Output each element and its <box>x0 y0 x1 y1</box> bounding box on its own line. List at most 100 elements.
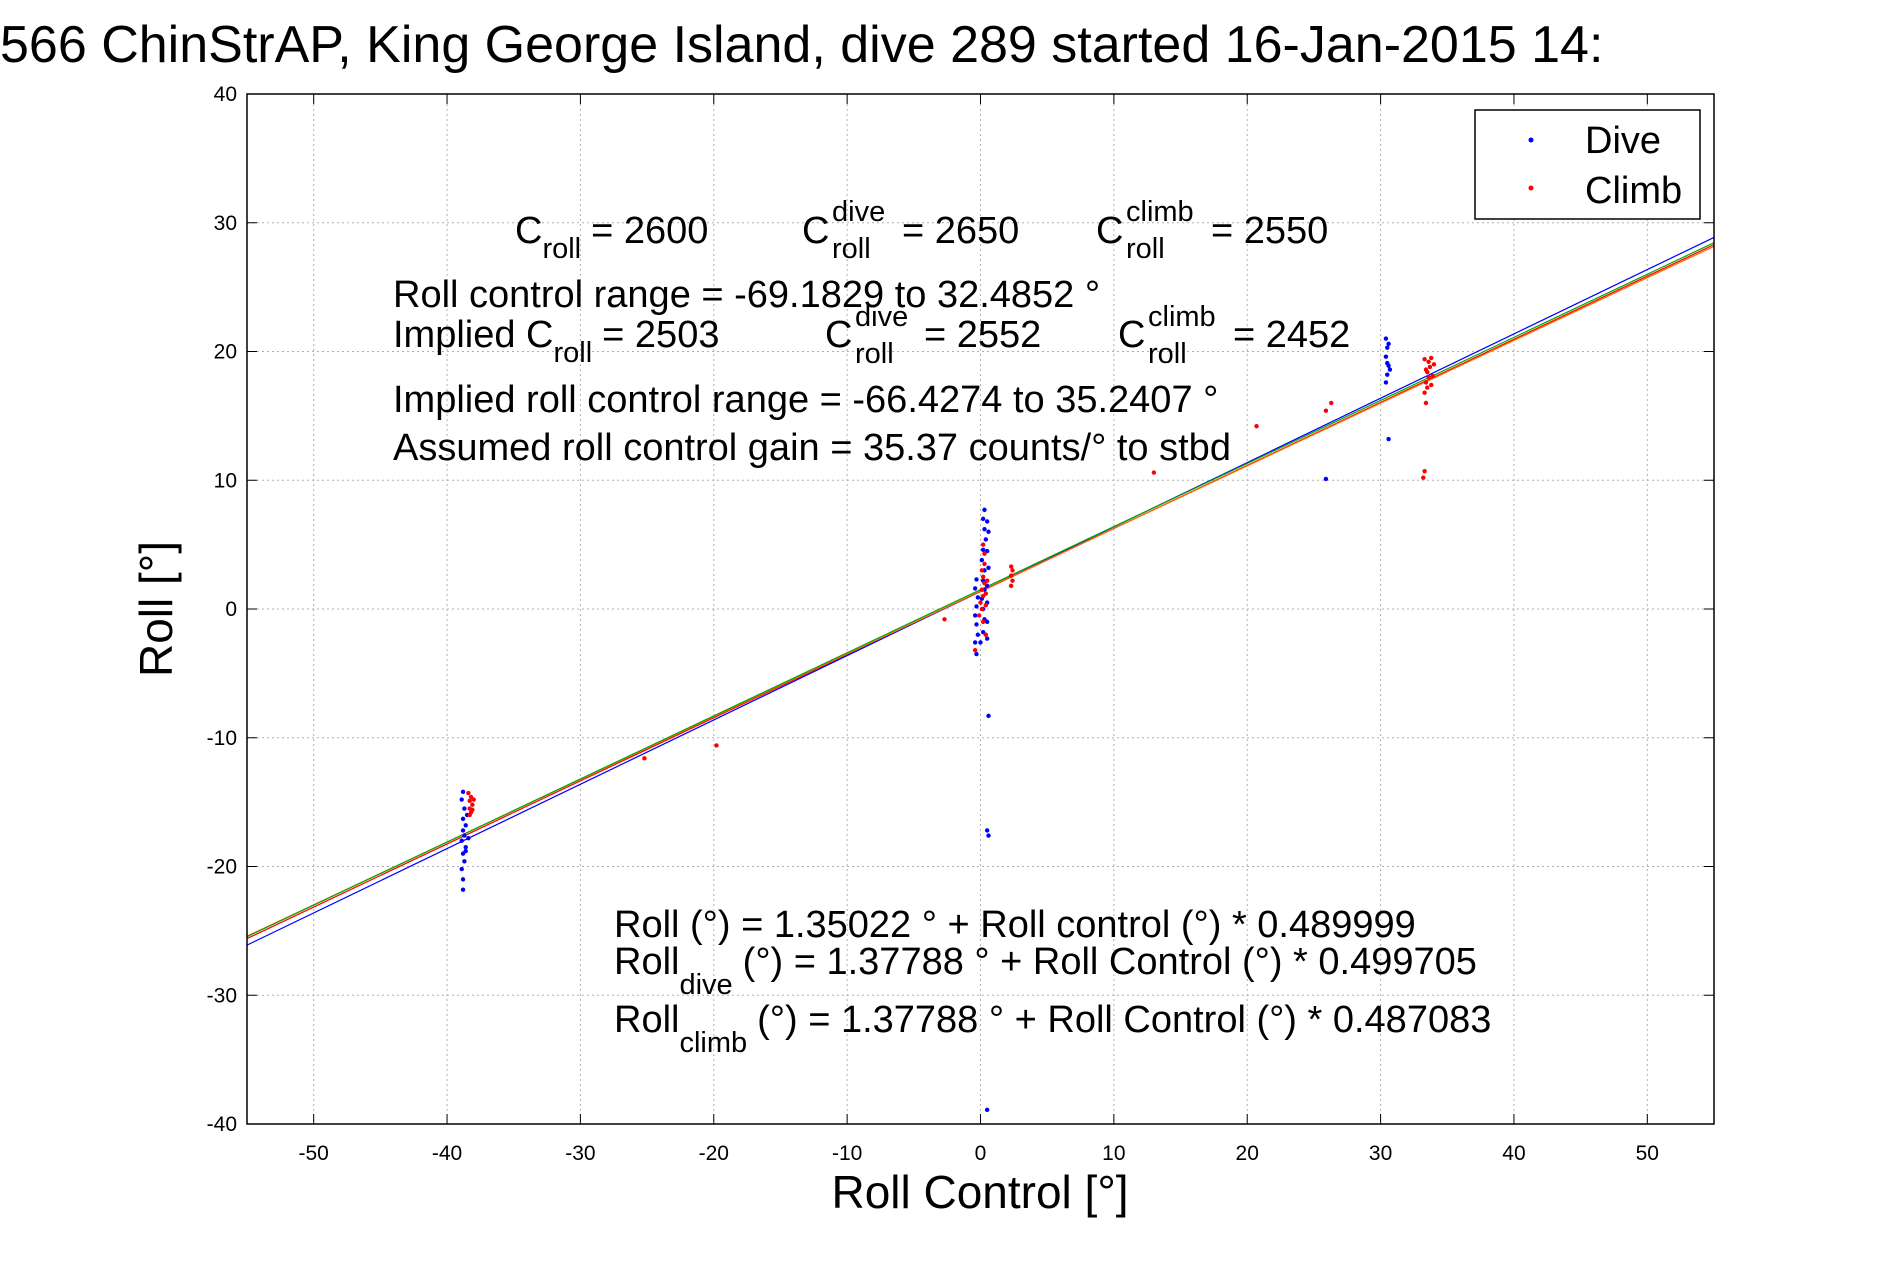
dive-data-point <box>984 636 990 641</box>
legend-marker-dive <box>1528 137 1534 143</box>
climb-data-point <box>1010 568 1015 573</box>
climb-data-point <box>1422 469 1427 474</box>
implied-c-dive-sup: dive <box>855 301 908 333</box>
dive-data-point <box>974 577 979 582</box>
y-tick-label: -20 <box>207 856 237 879</box>
dive-data-point <box>459 838 464 843</box>
implied-c-roll: Implied Croll = 2503 <box>393 314 719 369</box>
y-tick-label: -30 <box>207 984 237 1007</box>
x-tick-label: -10 <box>832 1142 862 1165</box>
implied-c-climb: C <box>1118 314 1145 356</box>
x-tick-label: -30 <box>565 1142 595 1165</box>
dive-data-point <box>460 816 466 822</box>
climb-data-point <box>976 613 982 618</box>
y-tick-label: -10 <box>207 727 237 750</box>
dive-data-point <box>972 613 978 618</box>
climb-data-point <box>984 578 990 583</box>
dive-data-point <box>975 632 981 637</box>
climb-data-point <box>1151 470 1157 475</box>
dive-data-point <box>972 586 978 591</box>
climb-data-point <box>979 587 985 592</box>
climb-data-point <box>466 790 471 796</box>
c-climb-sub: roll <box>1126 233 1165 265</box>
dive-data-point <box>1385 345 1390 350</box>
climb-data-point <box>982 561 987 567</box>
dive-data-point <box>463 823 468 828</box>
climb-data-point <box>1423 367 1429 372</box>
data-points <box>459 336 1437 1113</box>
calibration-constants: Croll = 2600 C dive roll = 2650 C climb r… <box>393 196 1350 469</box>
dive-data-point <box>462 833 467 838</box>
dive-data-point <box>979 557 985 563</box>
dive-data-point <box>460 887 466 892</box>
assumed-gain: Assumed roll control gain = 35.37 counts… <box>393 427 1231 469</box>
dive-data-point <box>1383 354 1389 359</box>
dive-data-point <box>459 797 464 802</box>
climb-data-point <box>1430 373 1435 379</box>
dive-data-point <box>460 828 466 833</box>
regression-equations: Roll (°) = 1.35022 ° + Roll control (°) … <box>614 904 1491 1059</box>
c-climb-sup: climb <box>1126 196 1194 228</box>
x-tick-label: 30 <box>1369 1142 1392 1165</box>
dive-data-point <box>986 713 991 719</box>
dive-data-point <box>463 848 468 854</box>
climb-data-point <box>1425 385 1430 390</box>
equation-roll: Roll (°) = 1.35022 ° + Roll control (°) … <box>614 904 1416 946</box>
climb-data-point <box>980 619 986 625</box>
axis-ticks: -50 -40 -30 -20 -10 0 10 20 30 40 50 -40 -30 -20 -10 0 1… <box>207 83 1714 1165</box>
climb-data-point <box>983 591 989 596</box>
implied-c-climb-sub: roll <box>1148 338 1187 370</box>
y-tick-label: 40 <box>214 83 237 106</box>
dive-data-point <box>1383 336 1389 341</box>
y-axis-label: Roll [°] <box>130 541 182 677</box>
legend-box <box>1474 109 1701 220</box>
implied-c-dive: C <box>825 314 852 356</box>
x-tick-label: -40 <box>432 1142 462 1165</box>
x-tick-label: -50 <box>299 1142 329 1165</box>
climb-data-point <box>1429 355 1434 361</box>
dive-data-point <box>972 640 978 645</box>
climb-data-point <box>470 807 475 813</box>
dive-data-point <box>986 833 991 838</box>
dive-data-point <box>460 877 466 882</box>
legend-label-climb: Climb <box>1585 170 1682 212</box>
climb-data-point <box>1008 583 1014 589</box>
climb-data-point <box>1423 380 1429 385</box>
climb-data-point <box>979 568 985 573</box>
dive-data-point <box>462 859 467 864</box>
climb-data-point <box>1329 400 1334 406</box>
x-tick-label: 0 <box>975 1142 987 1165</box>
dive-data-point <box>984 519 990 524</box>
dive-data-point <box>1387 367 1393 372</box>
climb-data-point <box>1426 359 1431 364</box>
dive-data-point <box>980 547 986 552</box>
climb-data-point <box>1423 400 1429 406</box>
x-axis-label: Roll Control [°] <box>831 1166 1128 1218</box>
y-tick-label: 10 <box>214 469 237 492</box>
x-tick-label: 10 <box>1102 1142 1125 1165</box>
grid-lines <box>247 93 1714 1125</box>
climb-data-point <box>982 551 987 556</box>
climb-data-point <box>470 802 475 807</box>
climb-data-point <box>1427 364 1433 370</box>
c-roll-label: Croll = 2600 <box>515 210 708 265</box>
dive-data-point <box>982 507 987 513</box>
dive-data-point <box>975 595 981 600</box>
climb-data-point <box>1008 564 1014 569</box>
climb-data-point <box>1431 362 1437 367</box>
dive-data-point <box>986 565 991 570</box>
climb-data-point <box>1422 357 1427 362</box>
y-tick-label: -40 <box>207 1113 237 1136</box>
c-dive-sup: dive <box>832 196 885 228</box>
dive-data-point <box>1386 341 1391 346</box>
climb-data-point <box>983 632 989 637</box>
dive-data-point <box>984 828 990 833</box>
dive-data-point <box>466 835 471 841</box>
implied-c-climb-sup: climb <box>1148 301 1216 333</box>
chart-title: 566 ChinStrAP, King George Island, dive … <box>0 16 1603 74</box>
climb-data-point <box>1429 382 1434 388</box>
climb-data-point <box>1010 578 1015 583</box>
climb-data-point <box>467 812 472 818</box>
climb-data-point <box>1426 375 1431 380</box>
climb-data-point <box>942 617 947 622</box>
